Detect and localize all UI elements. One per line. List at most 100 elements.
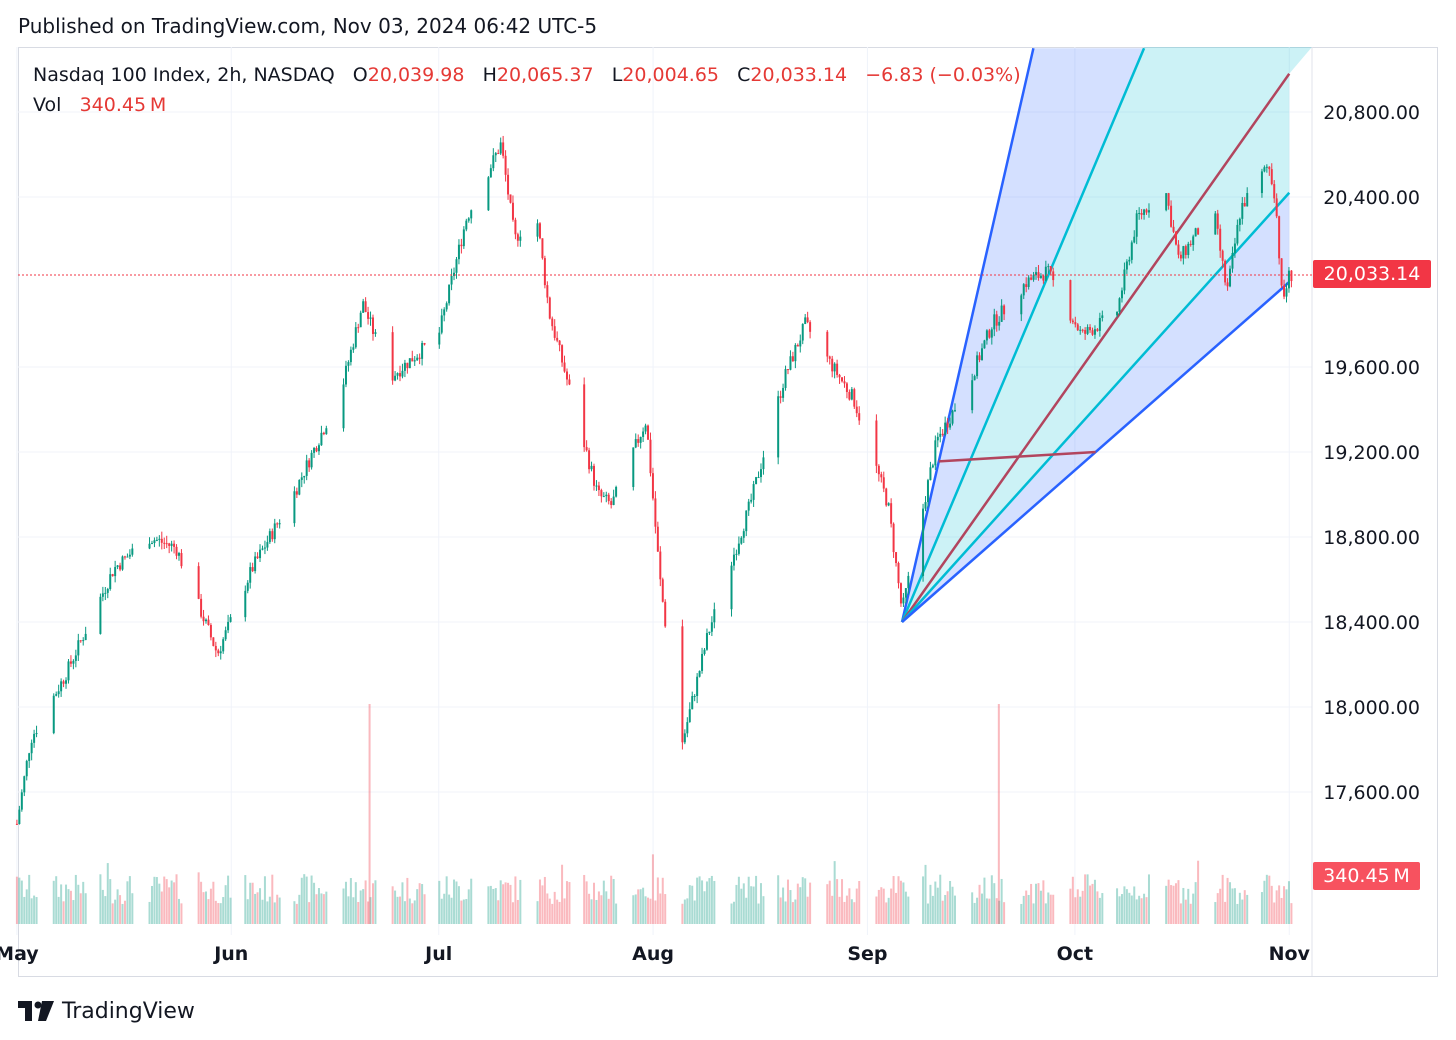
candle-body — [759, 469, 762, 478]
volume-bar — [978, 884, 981, 924]
volume-bar — [998, 900, 1001, 924]
volume-bar — [99, 874, 102, 924]
volume-bar — [455, 881, 458, 924]
volume-bar — [261, 899, 264, 924]
candle-body — [1143, 209, 1146, 215]
candle-body — [592, 465, 595, 486]
volume-bar — [1170, 885, 1173, 924]
candle-body — [826, 331, 829, 357]
volume-bar — [1098, 897, 1101, 924]
volume-bar — [553, 891, 556, 924]
low-label: L — [611, 64, 623, 86]
volume-bar — [877, 889, 880, 924]
volume-bar — [946, 891, 949, 924]
volume-bar — [246, 899, 249, 924]
candle-body — [180, 553, 183, 567]
volume-bar — [448, 894, 451, 924]
candle-body — [924, 502, 927, 509]
fan-line[interactable] — [901, 73, 1291, 623]
candle-body — [1265, 166, 1268, 168]
volume-bar — [922, 876, 925, 924]
candle-body — [841, 377, 844, 382]
volume-bar — [15, 876, 18, 924]
candle-body — [416, 357, 419, 361]
symbol-label[interactable]: Nasdaq 100 Index, 2h, NASDAQ — [33, 64, 335, 86]
volume-bar — [406, 877, 409, 924]
volume-bar — [1231, 888, 1234, 924]
candle-body — [362, 301, 365, 313]
candle-body — [72, 660, 75, 664]
volume-bar — [1027, 894, 1030, 924]
candle-body — [1042, 275, 1045, 281]
published-header: Published on TradingView.com, Nov 03, 20… — [18, 14, 598, 38]
volume-bar — [993, 883, 996, 924]
candle-body — [1182, 246, 1185, 259]
candle-body — [541, 238, 544, 259]
candle-body — [342, 384, 345, 429]
volume-bar — [585, 881, 588, 924]
candle-body — [664, 601, 667, 627]
candle-body — [1133, 236, 1136, 243]
candle-body — [460, 244, 463, 247]
candle-body — [268, 531, 271, 543]
y-tick-label: 19,200.00 — [1323, 442, 1420, 464]
volume-bar — [644, 896, 647, 924]
volume-bar — [831, 895, 834, 924]
candle-body — [1000, 305, 1003, 322]
volume-bar — [254, 893, 257, 924]
candle-body — [325, 428, 328, 435]
candle-body — [20, 792, 23, 810]
volume-bar — [325, 891, 328, 924]
candle-body — [443, 309, 446, 316]
volume-bar — [1032, 903, 1035, 924]
volume-bar — [84, 893, 87, 924]
candle-body — [205, 619, 208, 622]
volume-bar — [438, 880, 441, 924]
volume-bar — [1280, 897, 1283, 924]
volume-bar — [661, 877, 664, 924]
volume-bar — [973, 902, 976, 924]
volume-bar — [293, 901, 296, 924]
candle-body — [1091, 330, 1094, 335]
candle-body — [779, 396, 782, 398]
candle-body — [371, 317, 374, 334]
candle-body — [158, 538, 161, 540]
volume-bar — [394, 890, 397, 924]
volume-bar — [445, 876, 448, 924]
candle-body — [762, 457, 765, 470]
volume-bar — [259, 888, 262, 924]
candle-body — [364, 301, 367, 313]
volume-bar — [1221, 874, 1224, 924]
volume-bar — [848, 888, 851, 924]
volume-bar — [391, 886, 394, 924]
volume-bar — [416, 889, 419, 924]
volume-bar — [509, 884, 512, 924]
volume-bar — [507, 882, 510, 924]
candle-body — [565, 371, 568, 380]
y-tick-label: 20,800.00 — [1323, 102, 1420, 124]
candle-body — [1167, 193, 1170, 206]
candle-body — [413, 360, 416, 362]
volume-bar — [546, 893, 549, 924]
volume-bar — [119, 895, 122, 924]
volume-bar — [315, 894, 318, 924]
tradingview-brand[interactable]: TradingView — [18, 996, 195, 1026]
fan-line[interactable] — [900, 47, 1146, 623]
volume-bar — [1167, 879, 1170, 924]
volume-bar — [1130, 895, 1133, 924]
candle-body — [632, 447, 635, 487]
candle-body — [406, 362, 409, 369]
candle-body — [1086, 327, 1089, 334]
candle-body — [615, 486, 618, 497]
volume-bar — [836, 879, 839, 924]
volume-bar — [782, 887, 785, 924]
candle-body — [462, 229, 465, 247]
candle-body — [922, 508, 925, 576]
candle-body — [890, 503, 893, 524]
candle-body — [1285, 288, 1288, 297]
volume-bar — [1179, 903, 1182, 924]
candle-body — [556, 337, 559, 341]
volume-bar — [745, 897, 748, 924]
candle-body — [35, 733, 38, 735]
